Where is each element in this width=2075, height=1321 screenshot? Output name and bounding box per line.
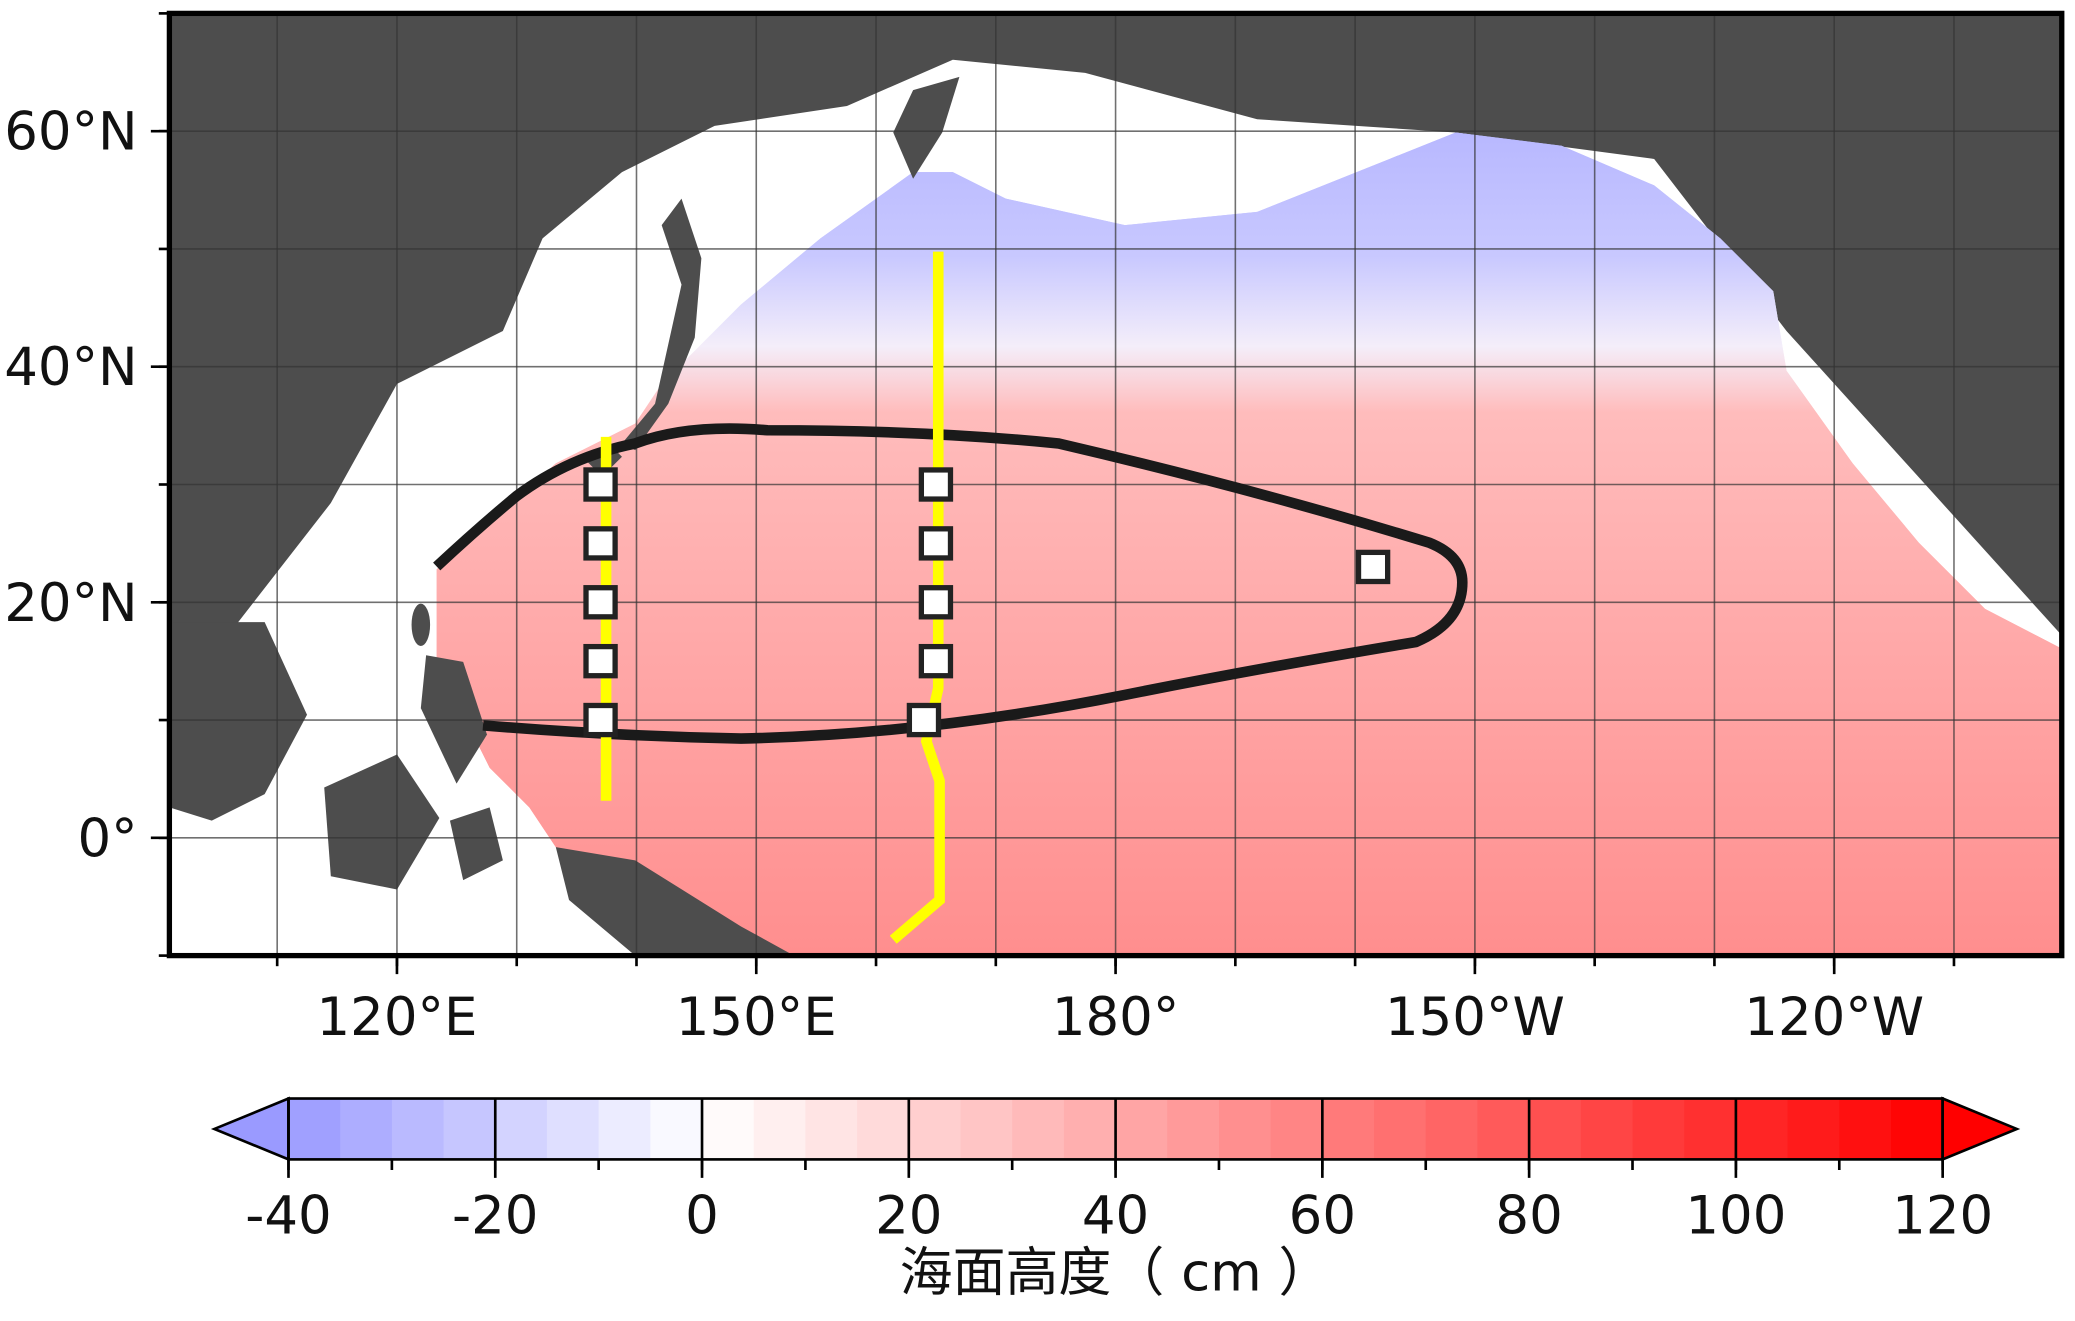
map-area	[169, 13, 2062, 956]
colorbar-segment	[1890, 1098, 1944, 1160]
colorbar-segment	[1167, 1098, 1220, 1160]
y-tick-label: 20°N	[4, 573, 137, 634]
y-tick-label: 60°N	[4, 102, 137, 163]
sulawesi	[449, 807, 503, 881]
station	[583, 643, 618, 679]
colorbar-tick-label: 20	[875, 1186, 942, 1247]
colorbar-segment	[960, 1098, 1013, 1160]
new-guinea	[555, 847, 795, 956]
colorbar-segment	[753, 1098, 807, 1160]
colorbar-segment	[1580, 1098, 1634, 1160]
indochina	[169, 622, 308, 821]
colorbar-segment	[443, 1098, 496, 1160]
colorbar-label: 海面高度（ cm ）	[900, 1242, 1332, 1303]
colorbar-segment	[1477, 1098, 1530, 1160]
station	[583, 467, 618, 502]
station	[583, 585, 618, 620]
station	[1355, 549, 1391, 585]
colorbar-tick-label: 60	[1289, 1186, 1356, 1247]
colorbar-segment	[1529, 1098, 1582, 1160]
colorbar-tick-label: 40	[1082, 1186, 1149, 1247]
colorbar-segment	[1684, 1098, 1737, 1160]
colorbar-tick-label: 80	[1495, 1186, 1562, 1247]
colorbar-tick-label: -40	[245, 1186, 331, 1247]
station	[906, 702, 942, 738]
colorbar-segment	[495, 1098, 548, 1160]
station	[583, 702, 618, 738]
x-tick-label: 150°W	[1385, 987, 1565, 1048]
station	[918, 643, 954, 679]
x-tick-label: 120°W	[1744, 987, 1924, 1048]
colorbar-segment	[650, 1098, 703, 1160]
colorbar-segment	[1322, 1098, 1375, 1160]
borneo	[324, 754, 440, 890]
colorbar-segment	[1270, 1098, 1324, 1160]
colorbar-segment	[340, 1098, 393, 1160]
station	[918, 467, 954, 502]
x-tick-label: 120°E	[316, 987, 477, 1048]
y-tick-label: 40°N	[4, 337, 137, 398]
contour	[433, 423, 1468, 744]
colorbar-segment	[1839, 1098, 1892, 1160]
colorbar-under	[210, 1096, 290, 1162]
colorbar-segment	[702, 1098, 755, 1160]
colorbar-segment	[805, 1098, 858, 1160]
colorbar-segment	[1787, 1098, 1840, 1160]
colorbar-segment	[598, 1098, 652, 1160]
station	[918, 526, 954, 561]
colorbar-segment	[1425, 1098, 1479, 1160]
colorbar-segment	[1115, 1098, 1168, 1160]
colorbar: -40 -20 0 20 40 60 80 100 120	[210, 1096, 2021, 1247]
colorbar-tick-label: 100	[1685, 1186, 1786, 1247]
station	[918, 585, 954, 620]
colorbar-segment	[288, 1098, 341, 1160]
colorbar-segment	[1374, 1098, 1427, 1160]
y-tick-label: 0°	[77, 808, 137, 869]
axes: 120°E 150°E 180° 150°W 120°W 0° 20°N 40°N 60°N	[4, 12, 1956, 1048]
x-tick-label: 180°	[1052, 987, 1179, 1048]
colorbar-segment	[391, 1098, 445, 1160]
colorbar-segment	[1063, 1098, 1117, 1160]
grid	[169, 13, 2062, 956]
station	[583, 526, 618, 561]
colorbar-segment	[1012, 1098, 1065, 1160]
japan	[621, 198, 702, 451]
colorbar-segment	[908, 1098, 962, 1160]
islands	[169, 76, 960, 956]
kamchatka	[893, 76, 960, 179]
colorbar-tick-label: -20	[452, 1186, 538, 1247]
colorbar-segment	[1632, 1098, 1685, 1160]
colorbar-over	[1941, 1096, 2021, 1162]
colorbar-segment	[857, 1098, 910, 1160]
x-tick-label: 150°E	[676, 987, 837, 1048]
colorbar-tick-label: 120	[1892, 1186, 1993, 1247]
colorbar-segment	[546, 1098, 600, 1160]
stations	[583, 467, 1391, 738]
colorbar-segment	[1735, 1098, 1789, 1160]
colorbar-segment	[1218, 1098, 1272, 1160]
colorbar-tick-label: 0	[685, 1186, 719, 1247]
taiwan	[411, 603, 431, 646]
